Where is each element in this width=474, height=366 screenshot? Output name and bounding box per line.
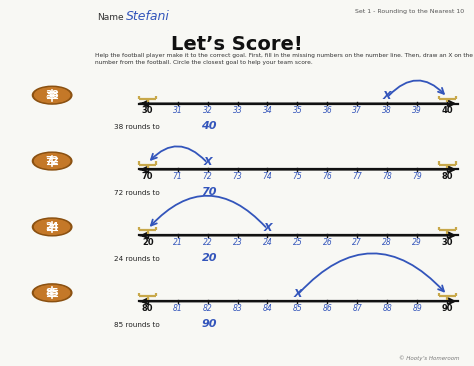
Text: 40: 40 [201, 122, 217, 131]
Text: 36: 36 [322, 106, 332, 115]
Ellipse shape [35, 285, 70, 300]
Text: 78: 78 [383, 172, 392, 181]
Text: Help the football player make it to the correct goal. First, fill in the missing: Help the football player make it to the … [95, 53, 473, 65]
Text: 87: 87 [353, 304, 362, 313]
Text: 30: 30 [142, 106, 154, 115]
Text: 27: 27 [353, 238, 362, 247]
Text: 33: 33 [233, 106, 242, 115]
Text: 88: 88 [383, 304, 392, 313]
Text: 80: 80 [441, 172, 453, 181]
Text: 72 rounds to: 72 rounds to [114, 190, 162, 196]
Text: 70: 70 [142, 172, 154, 181]
Ellipse shape [35, 154, 70, 168]
Text: 84: 84 [263, 304, 273, 313]
Text: 31: 31 [173, 106, 182, 115]
Text: 38: 38 [46, 90, 59, 100]
Text: 83: 83 [233, 304, 242, 313]
Text: 70: 70 [201, 187, 217, 197]
Text: X: X [263, 223, 272, 233]
Text: 29: 29 [412, 238, 422, 247]
Text: 79: 79 [412, 172, 422, 181]
Ellipse shape [32, 284, 72, 302]
Text: 23: 23 [233, 238, 242, 247]
Text: X: X [293, 289, 302, 299]
Ellipse shape [32, 86, 72, 104]
Text: 40: 40 [441, 106, 453, 115]
Text: 81: 81 [173, 304, 182, 313]
Text: 20: 20 [142, 238, 154, 247]
Text: Name: Name [97, 13, 124, 22]
Text: 20: 20 [201, 253, 217, 263]
Text: 24 rounds to: 24 rounds to [114, 256, 162, 262]
Text: 32: 32 [203, 106, 212, 115]
Text: Set 1 - Rounding to the Nearest 10: Set 1 - Rounding to the Nearest 10 [356, 9, 465, 14]
Text: 85: 85 [46, 288, 59, 298]
Text: 25: 25 [292, 238, 302, 247]
Text: © Hooty’s Homeroom: © Hooty’s Homeroom [399, 355, 460, 361]
Text: 30: 30 [441, 238, 453, 247]
Text: 38: 38 [383, 106, 392, 115]
Text: 72: 72 [203, 172, 212, 181]
Text: 76: 76 [322, 172, 332, 181]
Text: 82: 82 [203, 304, 212, 313]
Text: 24: 24 [263, 238, 273, 247]
Text: 86: 86 [322, 304, 332, 313]
Ellipse shape [35, 220, 70, 234]
Text: 24: 24 [46, 222, 59, 232]
Ellipse shape [35, 88, 70, 102]
Text: 28: 28 [383, 238, 392, 247]
Text: 37: 37 [353, 106, 362, 115]
Text: 89: 89 [412, 304, 422, 313]
Text: 22: 22 [203, 238, 212, 247]
Text: 71: 71 [173, 172, 182, 181]
Text: Let’s Score!: Let’s Score! [171, 35, 303, 54]
Text: 38 rounds to: 38 rounds to [114, 124, 162, 130]
Text: Stefani: Stefani [126, 10, 170, 23]
Text: X: X [383, 91, 392, 101]
Text: 39: 39 [412, 106, 422, 115]
Text: 90: 90 [201, 319, 217, 329]
Text: 72: 72 [46, 156, 59, 166]
Text: 75: 75 [292, 172, 302, 181]
Text: X: X [203, 157, 212, 167]
Text: 21: 21 [173, 238, 182, 247]
Text: 85 rounds to: 85 rounds to [114, 322, 162, 328]
Text: 77: 77 [353, 172, 362, 181]
Text: 85: 85 [292, 304, 302, 313]
Text: 34: 34 [263, 106, 273, 115]
Text: 90: 90 [441, 304, 453, 313]
Ellipse shape [32, 152, 72, 170]
Text: 74: 74 [263, 172, 273, 181]
Text: 35: 35 [292, 106, 302, 115]
Ellipse shape [32, 218, 72, 236]
Text: 80: 80 [142, 304, 154, 313]
Text: 26: 26 [322, 238, 332, 247]
Text: 73: 73 [233, 172, 242, 181]
